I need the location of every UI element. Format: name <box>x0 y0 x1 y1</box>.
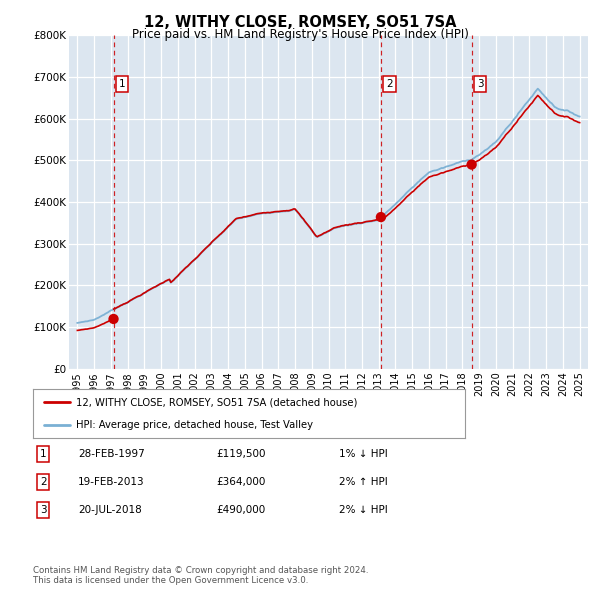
Text: 2: 2 <box>386 78 392 88</box>
Text: 2% ↑ HPI: 2% ↑ HPI <box>339 477 388 487</box>
Point <box>467 160 476 169</box>
Point <box>109 314 118 324</box>
Text: 2% ↓ HPI: 2% ↓ HPI <box>339 505 388 514</box>
Text: 1% ↓ HPI: 1% ↓ HPI <box>339 450 388 459</box>
Text: 12, WITHY CLOSE, ROMSEY, SO51 7SA: 12, WITHY CLOSE, ROMSEY, SO51 7SA <box>144 15 456 30</box>
Text: 3: 3 <box>477 78 484 88</box>
Text: Contains HM Land Registry data © Crown copyright and database right 2024.
This d: Contains HM Land Registry data © Crown c… <box>33 566 368 585</box>
Text: 19-FEB-2013: 19-FEB-2013 <box>78 477 145 487</box>
Text: £119,500: £119,500 <box>216 450 265 459</box>
Text: Price paid vs. HM Land Registry's House Price Index (HPI): Price paid vs. HM Land Registry's House … <box>131 28 469 41</box>
Text: 1: 1 <box>119 78 125 88</box>
Text: £364,000: £364,000 <box>216 477 265 487</box>
Text: 3: 3 <box>40 505 47 514</box>
Text: 1: 1 <box>40 450 47 459</box>
Text: 12, WITHY CLOSE, ROMSEY, SO51 7SA (detached house): 12, WITHY CLOSE, ROMSEY, SO51 7SA (detac… <box>76 398 358 408</box>
Point <box>376 212 386 222</box>
Text: £490,000: £490,000 <box>216 505 265 514</box>
Text: 20-JUL-2018: 20-JUL-2018 <box>78 505 142 514</box>
Text: 2: 2 <box>40 477 47 487</box>
Text: 28-FEB-1997: 28-FEB-1997 <box>78 450 145 459</box>
Text: HPI: Average price, detached house, Test Valley: HPI: Average price, detached house, Test… <box>76 419 313 430</box>
